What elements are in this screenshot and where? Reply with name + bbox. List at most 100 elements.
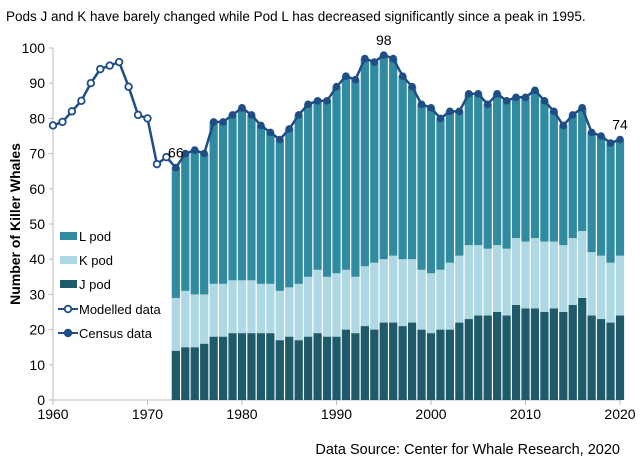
bar-k-pod-1979 — [228, 280, 237, 334]
y-tick-label: 20 — [29, 322, 45, 338]
modelled-point-1969 — [133, 110, 143, 120]
bar-j-pod-1983 — [266, 333, 275, 400]
census-point-2013 — [550, 107, 558, 116]
chart-title: Pods J and K have barely changed while P… — [6, 9, 586, 24]
census-point-1976 — [200, 149, 208, 158]
bar-k-pod-1996 — [389, 255, 398, 323]
bar-k-pod-1988 — [313, 269, 322, 334]
bar-l-pod-1991 — [341, 76, 351, 270]
census-point-2005 — [474, 89, 483, 98]
bar-l-pod-1985 — [285, 128, 294, 288]
bar-k-pod-1990 — [332, 273, 341, 337]
census-point-2014 — [559, 121, 568, 130]
census-point-1982 — [257, 121, 265, 130]
x-tick-label: 1990 — [321, 406, 352, 422]
bar-l-pod-1984 — [275, 139, 284, 291]
legend-swatch — [60, 256, 77, 264]
bar-l-pod-2004 — [464, 93, 473, 246]
bar-l-pod-1993 — [360, 58, 369, 267]
census-point-1983 — [266, 128, 275, 137]
bar-k-pod-2010 — [521, 241, 530, 309]
bar-k-pod-2018 — [596, 255, 606, 320]
legend-marker — [63, 328, 73, 338]
census-point-1994 — [370, 58, 379, 66]
census-point-1989 — [323, 97, 331, 105]
bar-j-pod-1999 — [417, 329, 426, 400]
census-point-2008 — [502, 97, 511, 105]
bar-j-pod-2000 — [426, 333, 436, 400]
legend-label: Census data — [79, 326, 153, 341]
census-point-2002 — [446, 107, 454, 116]
bar-k-pod-1976 — [200, 294, 209, 344]
bar-j-pod-2009 — [511, 304, 521, 400]
bar-k-pod-2004 — [464, 245, 473, 320]
bar-j-pod-1977 — [209, 336, 218, 400]
census-point-1978 — [219, 118, 227, 126]
bar-j-pod-2011 — [530, 308, 540, 400]
census-point-2020 — [616, 135, 624, 144]
bar-l-pod-1977 — [209, 121, 218, 284]
bar-l-pod-1997 — [398, 76, 407, 260]
modelled-point-1968 — [124, 82, 133, 91]
bar-k-pod-2012 — [540, 241, 549, 312]
bar-k-pod-2008 — [502, 248, 511, 316]
y-axis-label: Number of Killer Whales — [7, 143, 23, 305]
bar-j-pod-1985 — [285, 336, 294, 400]
y-tick-label: 60 — [29, 181, 45, 197]
bar-l-pod-2000 — [426, 107, 436, 274]
bar-l-pod-2010 — [521, 97, 530, 242]
bar-l-pod-1992 — [351, 79, 360, 277]
bar-j-pod-1992 — [351, 333, 360, 400]
bar-k-pod-2002 — [445, 262, 455, 330]
bar-j-pod-2001 — [436, 329, 445, 400]
bar-j-pod-1974 — [181, 347, 190, 400]
bar-j-pod-2006 — [483, 315, 492, 400]
bar-l-pod-2014 — [559, 125, 568, 246]
bar-l-pod-1978 — [218, 121, 228, 284]
bar-l-pod-1988 — [313, 100, 322, 270]
modelled-point-1972 — [162, 152, 171, 162]
bar-l-pod-2005 — [474, 93, 483, 246]
bar-l-pod-1982 — [256, 125, 266, 284]
census-point-1992 — [351, 75, 360, 84]
bar-k-pod-1973 — [171, 297, 180, 351]
bar-l-pod-1981 — [247, 114, 256, 281]
bar-l-pod-1980 — [237, 107, 247, 281]
annotation-1973: 66 — [168, 145, 184, 161]
bar-l-pod-1973 — [171, 167, 180, 298]
bar-l-pod-1987 — [304, 104, 313, 277]
x-tick-label: 1960 — [37, 406, 68, 422]
bar-k-pod-1991 — [341, 269, 351, 330]
bar-j-pod-1975 — [190, 347, 199, 400]
bar-j-pod-1997 — [398, 326, 407, 400]
bar-k-pod-1985 — [285, 287, 294, 337]
bar-k-pod-2014 — [559, 245, 568, 312]
annotation-1995: 98 — [376, 32, 392, 48]
bar-k-pod-2013 — [549, 241, 558, 309]
bar-j-pod-2016 — [578, 297, 587, 400]
bar-j-pod-1995 — [379, 322, 388, 400]
census-point-2017 — [587, 128, 596, 137]
bar-l-pod-1979 — [228, 114, 237, 281]
census-point-1996 — [389, 54, 398, 63]
bar-j-pod-1987 — [304, 336, 313, 400]
bar-l-pod-2020 — [615, 139, 625, 256]
census-point-1985 — [285, 125, 294, 133]
bar-j-pod-2020 — [615, 315, 625, 400]
bar-l-pod-2009 — [511, 97, 521, 239]
legend-label: J pod — [79, 277, 111, 292]
bar-j-pod-2002 — [445, 329, 455, 400]
bar-k-pod-1992 — [351, 276, 360, 334]
modelled-point-1971 — [152, 159, 162, 169]
census-point-2018 — [597, 132, 605, 140]
x-tick-label: 2020 — [604, 406, 635, 422]
modelled-point-1965 — [96, 64, 105, 74]
census-point-2001 — [436, 114, 445, 123]
bar-k-pod-1974 — [181, 290, 190, 348]
bar-k-pod-1993 — [360, 266, 369, 327]
bar-j-pod-2008 — [502, 315, 511, 400]
bar-l-pod-2003 — [455, 111, 464, 256]
data-source: Data Source: Center for Whale Research, … — [315, 442, 620, 458]
bar-k-pod-1994 — [370, 262, 379, 330]
